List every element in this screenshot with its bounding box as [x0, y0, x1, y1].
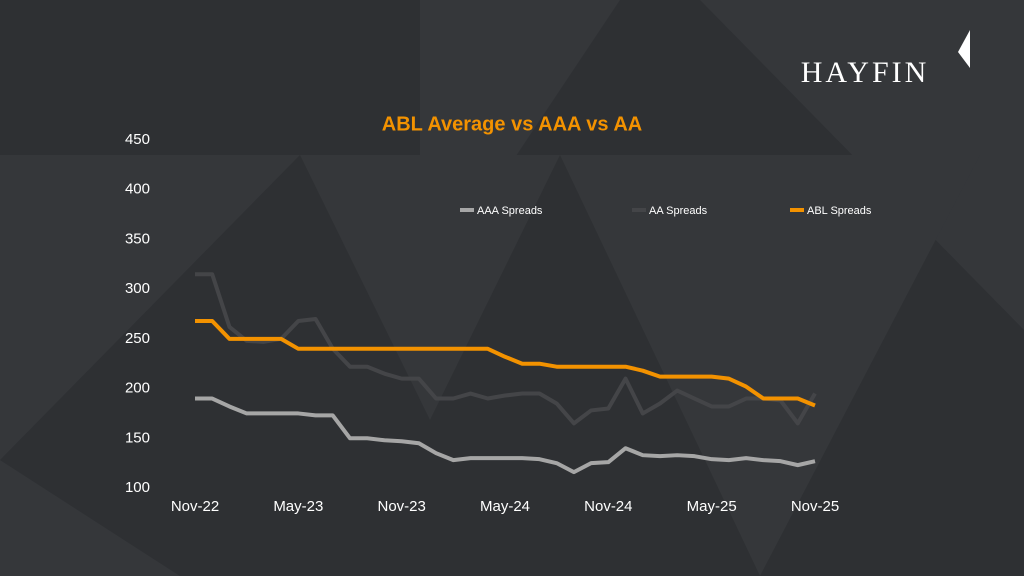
- logo-mark: [958, 30, 970, 68]
- series-line: [195, 272, 817, 426]
- x-tick-label: May-23: [273, 498, 323, 515]
- x-tick-label: May-24: [480, 498, 530, 515]
- y-tick-label: 350: [125, 230, 150, 247]
- x-tick-label: Nov-22: [171, 498, 219, 515]
- x-tick-label: Nov-25: [791, 498, 839, 515]
- y-tick-label: 100: [125, 479, 150, 496]
- y-tick-label: 150: [125, 429, 150, 446]
- y-tick-label: 250: [125, 330, 150, 347]
- y-tick-label: 450: [125, 131, 150, 148]
- legend-label: AAA Spreads: [477, 205, 543, 217]
- y-tick-label: 200: [125, 380, 150, 397]
- x-tick-label: May-25: [687, 498, 737, 515]
- chart-title: ABL Average vs AAA vs AA: [382, 113, 642, 135]
- y-tick-label: 300: [125, 280, 150, 297]
- x-tick-label: Nov-24: [584, 498, 632, 515]
- y-tick-label: 400: [125, 181, 150, 198]
- logo: HAYFIN: [801, 56, 930, 89]
- legend-label: AA Spreads: [649, 205, 708, 217]
- x-tick-label: Nov-23: [377, 498, 425, 515]
- series-line: [195, 318, 816, 408]
- series-line: [195, 396, 816, 475]
- legend-label: ABL Spreads: [807, 205, 872, 217]
